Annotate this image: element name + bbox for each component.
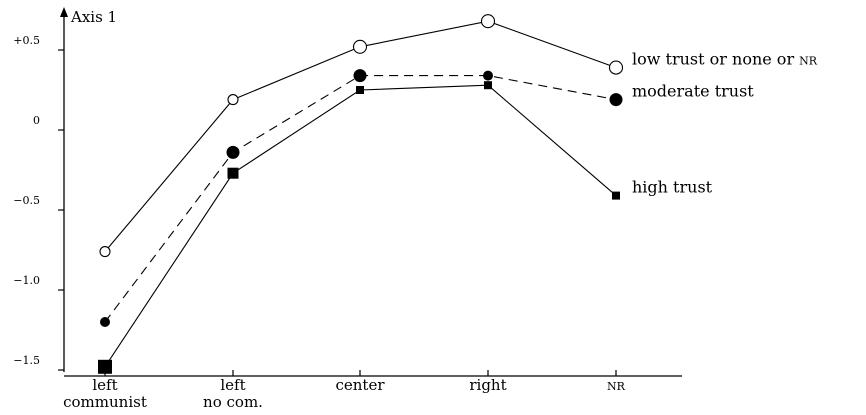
x-tick-label: right bbox=[469, 376, 506, 394]
x-tick-label: left bbox=[92, 376, 117, 394]
high-trust-point bbox=[484, 81, 492, 90]
high-trust-point bbox=[612, 191, 620, 200]
x-tick-label-line2: no com. bbox=[203, 393, 263, 411]
moderate-trust-point bbox=[226, 145, 240, 159]
low-trust-point bbox=[227, 94, 239, 106]
low-trust-label: low trust or none or nr bbox=[632, 50, 818, 69]
y-tick-label: −0.5 bbox=[13, 194, 40, 207]
low-trust-line bbox=[104, 20, 617, 252]
y-ticks: +0.5 0 −0.5 −1.0 −1.5 bbox=[13, 34, 64, 371]
low-trust-point bbox=[480, 14, 496, 29]
high-trust-line bbox=[104, 84, 617, 368]
series-markers bbox=[98, 14, 624, 374]
y-axis-arrow bbox=[60, 7, 68, 17]
high-trust-point bbox=[227, 167, 239, 179]
series-labels: low trust or none or nr moderate trust hig… bbox=[632, 50, 818, 197]
high-trust-point bbox=[356, 86, 364, 94]
y-tick-label: −1.5 bbox=[13, 354, 40, 367]
high-trust-point bbox=[98, 359, 112, 374]
moderate-trust-point bbox=[483, 70, 493, 81]
moderate-trust-line bbox=[104, 75, 617, 323]
axes: Axis 1 bbox=[60, 7, 682, 377]
moderate-trust-point bbox=[609, 93, 623, 107]
low-trust-point bbox=[99, 246, 111, 258]
x-tick-label: nr bbox=[607, 376, 626, 394]
y-tick-label: +0.5 bbox=[13, 34, 40, 47]
y-axis-title: Axis 1 bbox=[70, 8, 117, 26]
low-trust-point bbox=[608, 60, 624, 75]
moderate-trust-label: moderate trust bbox=[632, 82, 754, 101]
y-tick-label: 0 bbox=[33, 114, 40, 127]
moderate-trust-point bbox=[353, 69, 367, 83]
high-trust-label: high trust bbox=[632, 178, 713, 197]
x-tick-label-line2: communist bbox=[63, 393, 147, 411]
low-trust-point bbox=[352, 39, 368, 54]
x-tick-label: center bbox=[335, 376, 385, 394]
moderate-trust-point bbox=[100, 317, 110, 327]
y-tick-label: −1.0 bbox=[13, 274, 40, 287]
x-tick-label: left bbox=[220, 376, 245, 394]
